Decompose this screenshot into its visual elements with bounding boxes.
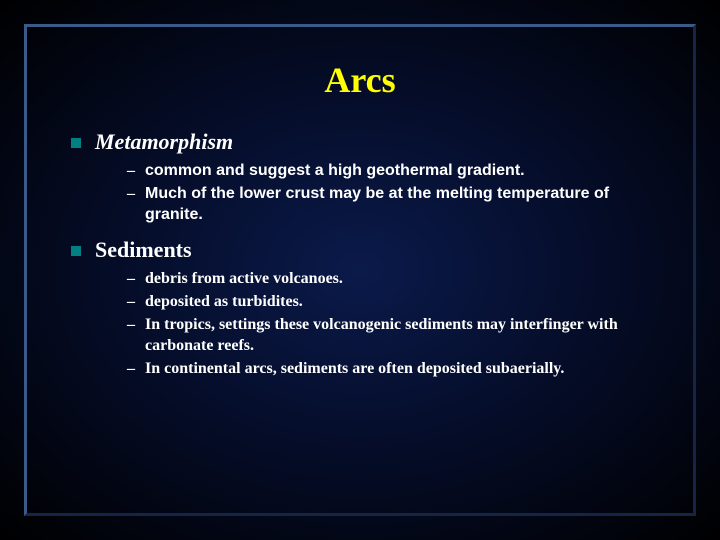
heading-sediments: Sediments — [95, 237, 192, 263]
dash-icon: – — [127, 359, 145, 380]
dash-icon: – — [127, 315, 145, 336]
dash-icon: – — [127, 292, 145, 313]
sub-item-text: Much of the lower crust may be at the me… — [145, 184, 649, 226]
list-item: – common and suggest a high geothermal g… — [127, 161, 649, 182]
dash-icon: – — [127, 161, 145, 182]
list-item: – deposited as turbidites. — [127, 292, 649, 313]
sub-item-text: debris from active volcanoes. — [145, 269, 343, 290]
sub-list-metamorphism: – common and suggest a high geothermal g… — [127, 161, 649, 225]
section-heading-row: Metamorphism — [71, 129, 649, 155]
section-sediments: Sediments – debris from active volcanoes… — [71, 237, 649, 379]
list-item: – Much of the lower crust may be at the … — [127, 184, 649, 226]
sub-item-text: In continental arcs, sediments are often… — [145, 359, 564, 380]
bullet-square-icon — [71, 138, 81, 148]
list-item: – debris from active volcanoes. — [127, 269, 649, 290]
heading-metamorphism: Metamorphism — [95, 129, 233, 155]
sub-item-text: common and suggest a high geothermal gra… — [145, 161, 525, 182]
sub-list-sediments: – debris from active volcanoes. – deposi… — [127, 269, 649, 379]
slide-title: Arcs — [71, 59, 649, 101]
slide-frame: Arcs Metamorphism – common and suggest a… — [24, 24, 696, 516]
list-item: – In continental arcs, sediments are oft… — [127, 359, 649, 380]
section-metamorphism: Metamorphism – common and suggest a high… — [71, 129, 649, 225]
bullet-square-icon — [71, 246, 81, 256]
section-heading-row: Sediments — [71, 237, 649, 263]
sub-item-text: deposited as turbidites. — [145, 292, 303, 313]
dash-icon: – — [127, 269, 145, 290]
dash-icon: – — [127, 184, 145, 205]
sub-item-text: In tropics, settings these volcanogenic … — [145, 315, 649, 357]
list-item: – In tropics, settings these volcanogeni… — [127, 315, 649, 357]
